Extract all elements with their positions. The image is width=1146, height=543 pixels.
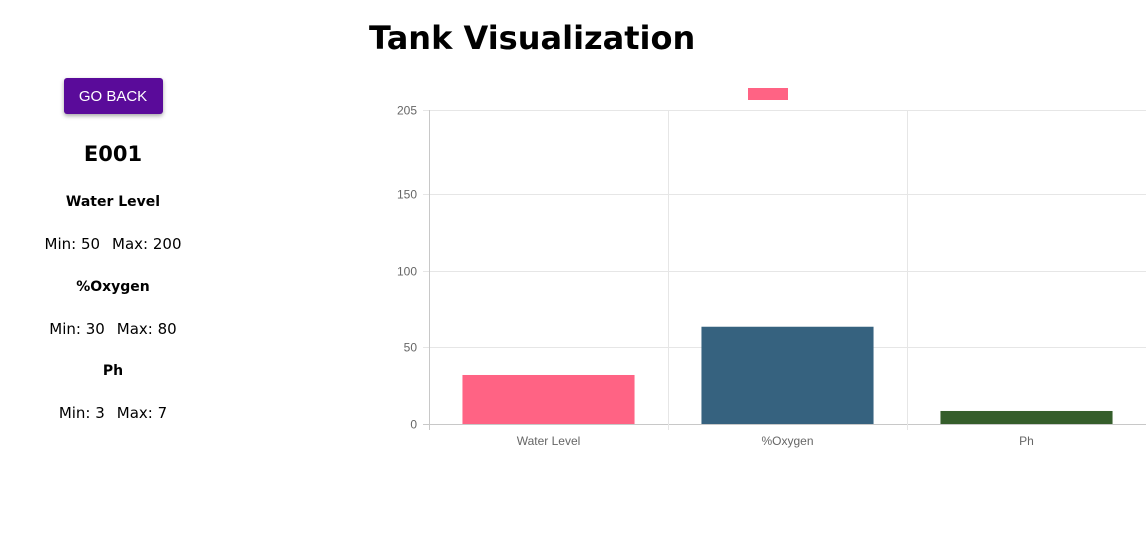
tank-id: E001 xyxy=(83,142,143,166)
metric-name-oxygen: %Oxygen xyxy=(76,279,150,295)
metric-min-ph: Min: 3 xyxy=(58,404,105,422)
metric-max-ph: Max: 7 xyxy=(116,404,168,422)
y-tick-label: 0 xyxy=(410,418,417,432)
metric-range-water-level: Min: 50 Max: 200 xyxy=(0,234,226,254)
legend-swatch xyxy=(748,88,788,100)
y-tick-label: 50 xyxy=(404,341,418,355)
metric-min-water-level: Min: 50 xyxy=(44,235,101,253)
bar-2 xyxy=(940,410,1113,424)
metric-range-oxygen: Min: 30 Max: 80 xyxy=(0,319,226,339)
bar-1 xyxy=(701,326,874,424)
sidebar: GO BACK E001 Water Level Min: 50 Max: 200… xyxy=(0,78,226,423)
metric-max-water-level: Max: 200 xyxy=(112,235,182,253)
bar-0 xyxy=(462,374,635,424)
page-title: Tank Visualization xyxy=(369,19,696,57)
metric-name-ph: Ph xyxy=(102,363,124,379)
x-tick-label: Ph xyxy=(1019,434,1034,448)
x-tick-label: Water Level xyxy=(517,434,581,448)
y-tick-label: 100 xyxy=(397,265,417,279)
metric-range-ph: Min: 3 Max: 7 xyxy=(0,403,226,423)
metric-max-oxygen: Max: 80 xyxy=(116,320,177,338)
metric-min-oxygen: Min: 30 xyxy=(49,320,105,338)
y-tick-label: 150 xyxy=(397,188,417,202)
x-tick-label: %Oxygen xyxy=(761,434,813,448)
go-back-button[interactable]: GO BACK xyxy=(63,78,163,114)
y-tick-label: 205 xyxy=(397,104,417,118)
metric-name-water-level: Water Level xyxy=(65,194,161,210)
